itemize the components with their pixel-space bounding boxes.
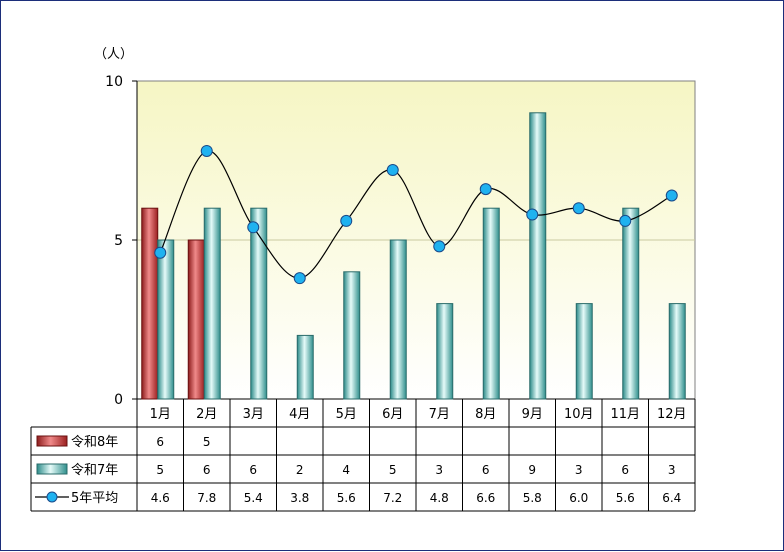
cell-r3-c6: 7.2 xyxy=(383,491,402,505)
bar-r8-1 xyxy=(141,207,159,400)
avg-point-7 xyxy=(433,240,446,253)
legend-key-r8 xyxy=(36,435,68,447)
cell-r2-c7: 3 xyxy=(435,463,443,477)
cell-r2-c1: 5 xyxy=(156,463,164,477)
x-tick-label-11: 11月 xyxy=(610,407,640,422)
legend-label-3: 5年平均 xyxy=(71,491,118,506)
cell-r2-c5: 4 xyxy=(342,463,350,477)
cell-r2-c6: 5 xyxy=(389,463,397,477)
cell-r2-c8: 6 xyxy=(482,463,490,477)
bar-r7-1 xyxy=(157,239,175,400)
cell-r3-c8: 6.6 xyxy=(476,491,495,505)
legend-key-marker xyxy=(46,491,58,503)
bar-r7-4 xyxy=(296,334,314,400)
avg-point-9 xyxy=(526,208,539,221)
x-tick-label-2: 2月 xyxy=(196,407,217,422)
cell-r3-c2: 7.8 xyxy=(197,491,216,505)
y-tick-label: 5 xyxy=(114,233,123,249)
avg-point-11 xyxy=(619,214,632,227)
x-tick-label-4: 4月 xyxy=(289,407,310,422)
cell-r3-c7: 4.8 xyxy=(430,491,449,505)
legend-key-r7 xyxy=(36,463,68,475)
bar-r7-8 xyxy=(482,207,500,400)
x-tick-label-9: 9月 xyxy=(522,407,543,422)
x-tick-label-8: 8月 xyxy=(475,407,496,422)
avg-point-4 xyxy=(293,272,306,285)
cell-r3-c12: 6.4 xyxy=(662,491,681,505)
cell-r3-c5: 5.6 xyxy=(337,491,356,505)
avg-point-6 xyxy=(386,164,399,177)
x-tick-label-12: 12月 xyxy=(657,407,687,422)
cell-r3-c3: 5.4 xyxy=(244,491,263,505)
cell-r3-c4: 3.8 xyxy=(290,491,309,505)
cell-r2-c9: 9 xyxy=(528,463,536,477)
cell-r1-c2: 5 xyxy=(203,435,211,449)
avg-point-5 xyxy=(340,214,353,227)
avg-point-8 xyxy=(479,183,492,196)
cell-r2-c2: 6 xyxy=(203,463,211,477)
cell-r2-c10: 3 xyxy=(575,463,583,477)
x-tick-label-3: 3月 xyxy=(243,407,264,422)
cell-r1-c1: 6 xyxy=(156,435,164,449)
bar-r7-3 xyxy=(250,207,268,400)
cell-r2-c11: 6 xyxy=(621,463,629,477)
x-tick-label-5: 5月 xyxy=(336,407,357,422)
cell-r2-c4: 2 xyxy=(296,463,304,477)
bar-r7-11 xyxy=(622,207,640,400)
avg-point-2 xyxy=(200,144,213,157)
legend-label-2: 令和7年 xyxy=(71,463,118,478)
legend-label-1: 令和8年 xyxy=(71,435,118,450)
x-tick-label-6: 6月 xyxy=(382,407,403,422)
bar-r7-9 xyxy=(529,112,547,400)
bar-r8-2 xyxy=(187,239,205,400)
cell-r2-c12: 3 xyxy=(668,463,676,477)
cell-r3-c1: 4.6 xyxy=(151,491,170,505)
bar-r7-2 xyxy=(203,207,221,400)
bar-r7-6 xyxy=(389,239,407,400)
avg-point-1 xyxy=(154,246,167,259)
x-tick-label-10: 10月 xyxy=(564,407,594,422)
x-tick-label-7: 7月 xyxy=(429,407,450,422)
y-axis-unit-label: （人） xyxy=(94,47,133,62)
cell-r3-c10: 6.0 xyxy=(569,491,588,505)
avg-point-3 xyxy=(247,221,260,234)
avg-point-10 xyxy=(572,202,585,215)
y-tick-label: 0 xyxy=(114,392,123,408)
bar-r7-7 xyxy=(436,303,454,400)
y-tick-label: 10 xyxy=(105,74,123,90)
cell-r3-c11: 5.6 xyxy=(616,491,635,505)
cell-r3-c9: 5.8 xyxy=(523,491,542,505)
bar-r7-5 xyxy=(343,271,361,400)
x-tick-label-1: 1月 xyxy=(150,407,171,422)
plot-area: 0 5 10 xyxy=(105,74,696,408)
bar-r7-10 xyxy=(575,303,593,400)
avg-point-12 xyxy=(665,189,678,202)
cell-r2-c3: 6 xyxy=(249,463,257,477)
bar-r7-12 xyxy=(668,303,686,400)
